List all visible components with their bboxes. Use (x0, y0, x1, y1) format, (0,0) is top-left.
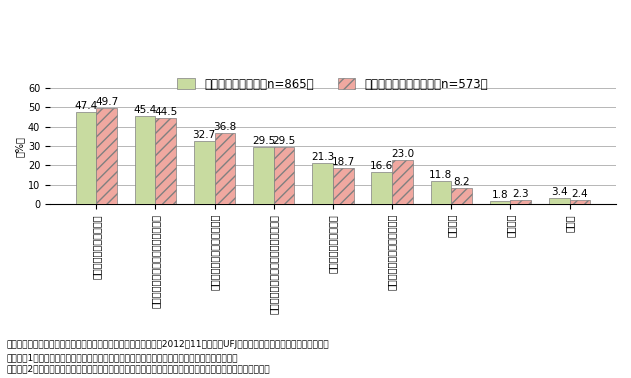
Text: 45.4: 45.4 (134, 105, 156, 115)
Text: 23.0: 23.0 (391, 149, 414, 159)
Text: 36.8: 36.8 (213, 122, 237, 132)
Bar (451, 188, 472, 204)
Text: 1.8: 1.8 (492, 190, 509, 200)
Text: 16.6: 16.6 (370, 161, 393, 171)
Text: 29.5: 29.5 (273, 136, 296, 146)
Bar (392, 160, 413, 204)
Bar (490, 201, 510, 204)
Text: 2.4: 2.4 (572, 189, 588, 199)
Bar (135, 116, 155, 204)
Bar (274, 147, 295, 204)
Text: 47.4: 47.4 (74, 101, 98, 112)
Bar (97, 108, 117, 204)
Text: 2.3: 2.3 (512, 189, 529, 199)
Text: 18.7: 18.7 (332, 157, 355, 167)
Bar (312, 163, 333, 204)
Text: （注）　1．企業連携の目的は、他企業と連携して事業活動を行っている企業を集計している。: （注） 1．企業連携の目的は、他企業と連携して事業活動を行っている企業を集計して… (6, 353, 238, 363)
Text: 11.8: 11.8 (429, 170, 452, 180)
Text: 資料：中小企業庁委託「中小企業の新事業展開に関する調査」（2012年11月、三菱UFJリサーチ＆コンサルティング（株））: 資料：中小企業庁委託「中小企業の新事業展開に関する調査」（2012年11月、三菱… (6, 340, 329, 349)
Text: 32.7: 32.7 (192, 130, 216, 140)
Text: 21.3: 21.3 (311, 152, 334, 162)
Text: 29.5: 29.5 (252, 136, 275, 146)
Bar (76, 112, 97, 204)
Bar (155, 118, 176, 204)
Bar (253, 147, 274, 204)
Text: 44.5: 44.5 (154, 107, 177, 117)
Bar (372, 172, 392, 204)
Text: 2．企業連携による成果は、他企業と連携して事業活動を行い、成果があった企業を集計している。: 2．企業連携による成果は、他企業と連携して事業活動を行い、成果があった企業を集計… (6, 365, 270, 374)
Bar (510, 200, 531, 204)
Text: 8.2: 8.2 (453, 177, 470, 187)
Bar (215, 133, 235, 204)
Bar (333, 168, 353, 204)
Legend: 企業連携の目的　（n=865）, 企業連携による成果　（n=573）: 企業連携の目的 （n=865）, 企業連携による成果 （n=573） (173, 73, 493, 95)
Y-axis label: （%）: （%） (15, 136, 25, 156)
Bar (570, 200, 590, 204)
Text: 3.4: 3.4 (551, 187, 567, 197)
Bar (194, 141, 215, 204)
Text: 49.7: 49.7 (95, 97, 118, 107)
Bar (549, 198, 570, 204)
Bar (430, 181, 451, 204)
